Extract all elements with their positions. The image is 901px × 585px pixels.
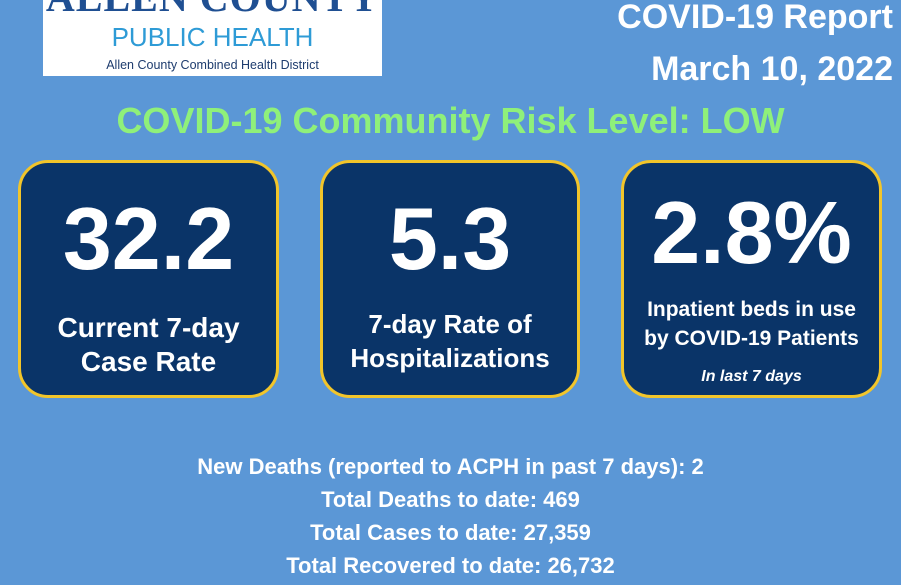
- report-date: March 10, 2022: [651, 50, 893, 88]
- case-rate-label: Current 7-day Case Rate: [21, 311, 276, 379]
- hospitalization-rate-value: 5.3: [388, 189, 512, 288]
- hospitalization-rate-label: 7-day Rate of Hospitalizations: [323, 307, 577, 375]
- logo-org-name: ALLEN COUNTY: [43, 0, 382, 21]
- inpatient-beds-label-line2: by COVID-19 Patients: [644, 327, 859, 350]
- logo: ALLEN COUNTY PUBLIC HEALTH Allen County …: [43, 0, 382, 76]
- inpatient-beds-label: Inpatient beds in use by COVID-19 Patien…: [624, 295, 879, 353]
- new-deaths-stat: New Deaths (reported to ACPH in past 7 d…: [197, 454, 704, 479]
- total-deaths-stat: Total Deaths to date: 469: [321, 487, 580, 512]
- hospitalization-rate-label-line2: Hospitalizations: [350, 343, 550, 373]
- case-rate-value: 32.2: [62, 189, 235, 288]
- hospitalization-rate-label-line1: 7-day Rate of: [368, 309, 532, 339]
- hospitalization-rate-card: 5.3 7-day Rate of Hospitalizations: [320, 160, 580, 398]
- total-cases-stat: Total Cases to date: 27,359: [310, 520, 591, 545]
- case-rate-card: 32.2 Current 7-day Case Rate: [18, 160, 279, 398]
- inpatient-beds-value: 2.8%: [651, 183, 852, 282]
- inpatient-beds-card: 2.8% Inpatient beds in use by COVID-19 P…: [621, 160, 882, 398]
- stats-summary: New Deaths (reported to ACPH in past 7 d…: [0, 450, 901, 582]
- total-recovered-stat: Total Recovered to date: 26,732: [286, 553, 615, 578]
- risk-level-heading: COVID-19 Community Risk Level: LOW: [116, 100, 785, 141]
- inpatient-beds-note: In last 7 days: [701, 368, 802, 385]
- report-title: COVID-19 Report: [617, 0, 893, 36]
- case-rate-label-line2: Case Rate: [80, 346, 217, 377]
- logo-department: PUBLIC HEALTH: [111, 22, 314, 52]
- case-rate-label-line1: Current 7-day: [57, 312, 240, 343]
- logo-subtitle: Allen County Combined Health District: [106, 58, 319, 72]
- inpatient-beds-label-line1: Inpatient beds in use: [647, 298, 856, 321]
